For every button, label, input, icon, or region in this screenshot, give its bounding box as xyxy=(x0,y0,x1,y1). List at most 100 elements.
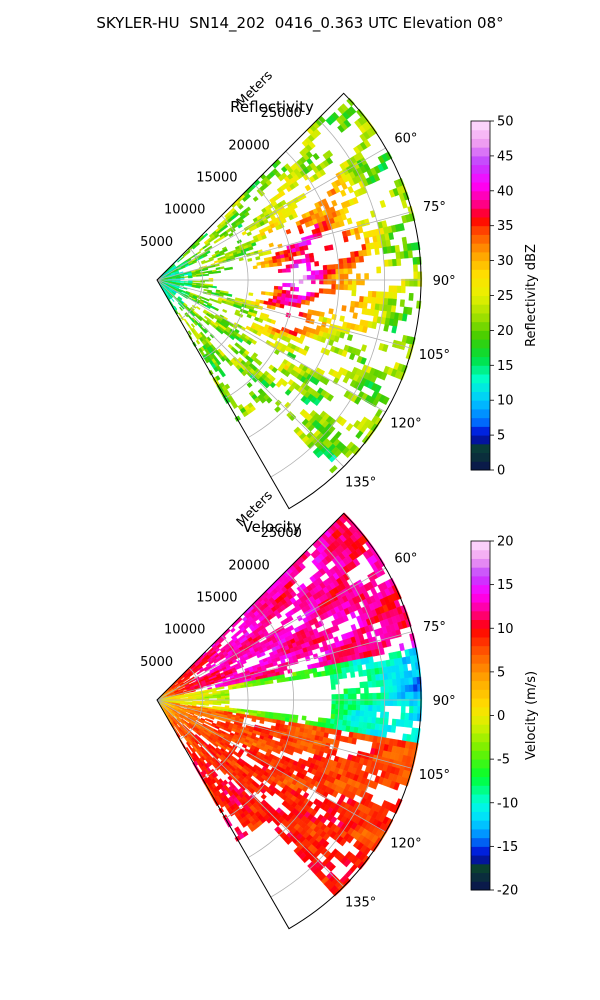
radar-cell xyxy=(305,262,311,268)
radar-cell xyxy=(373,309,380,317)
radar-cell xyxy=(375,291,381,299)
radar-cell xyxy=(203,720,209,725)
radar-cell xyxy=(363,681,369,688)
radar-cell xyxy=(178,271,184,274)
radar-cell xyxy=(355,430,364,440)
radar-cell xyxy=(342,206,350,215)
radar-cell xyxy=(186,258,192,263)
radar-cell xyxy=(351,709,357,717)
radar-cell xyxy=(364,273,369,280)
radar-cell xyxy=(376,705,382,712)
radar-cell xyxy=(275,381,283,388)
radar-cell xyxy=(179,696,185,699)
radar-cell xyxy=(343,693,349,700)
radar-cell xyxy=(341,672,348,679)
radar-cell xyxy=(224,701,230,705)
radar-cell xyxy=(309,296,315,302)
radar-cell xyxy=(284,256,290,262)
radar-cell xyxy=(229,335,236,341)
radar-cell xyxy=(273,349,280,356)
radar-cell xyxy=(248,292,254,297)
radar-cell xyxy=(347,284,353,291)
radar-cell xyxy=(216,695,222,699)
radar-cell xyxy=(306,239,312,246)
radar-cell xyxy=(367,680,373,688)
radar-cell xyxy=(355,704,361,711)
radar-cell xyxy=(330,708,336,715)
radar-cell xyxy=(195,286,201,289)
radar-cell xyxy=(342,714,348,721)
radar-cell xyxy=(396,258,402,266)
radar-cell xyxy=(322,264,328,271)
radar-cell xyxy=(294,286,300,292)
radar-cell xyxy=(208,277,214,280)
radar-cell xyxy=(339,284,345,291)
radar-cell xyxy=(220,695,226,699)
radar-cell xyxy=(339,315,345,322)
radar-cell xyxy=(218,329,224,335)
radar-cell xyxy=(286,282,292,288)
range-tick-label: 10000 xyxy=(164,203,205,218)
radar-cell xyxy=(351,704,357,711)
radar-cell xyxy=(204,698,210,700)
radar-cell xyxy=(303,397,311,406)
radar-cell xyxy=(343,119,352,128)
radar-cell xyxy=(261,234,267,240)
radar-cell xyxy=(256,261,262,266)
range-tick-label: 15000 xyxy=(196,170,237,185)
radar-cell xyxy=(399,299,405,308)
radar-cell xyxy=(308,252,315,259)
radar-cell xyxy=(282,282,287,288)
radar-cell xyxy=(252,682,258,687)
radar-cell xyxy=(179,284,185,287)
radar-cell xyxy=(192,280,197,283)
radar-cell xyxy=(392,685,398,693)
radar-cell xyxy=(388,692,394,700)
radar-cell xyxy=(376,266,382,274)
radar-cell xyxy=(409,691,414,700)
radar-cell xyxy=(252,265,258,270)
radar-cell xyxy=(407,250,413,259)
radar-cell xyxy=(310,274,316,280)
radar-cell xyxy=(347,704,353,711)
radar-cell xyxy=(383,718,389,726)
radar-cell xyxy=(400,712,406,721)
radar-cell xyxy=(388,285,394,293)
radar-cell xyxy=(291,202,298,210)
radar-cell xyxy=(264,680,270,685)
radar-cell xyxy=(273,285,279,290)
radar-cell xyxy=(323,269,328,276)
radar-cell xyxy=(213,260,219,264)
radar-cell xyxy=(407,720,414,728)
radar-cell xyxy=(379,199,387,209)
radar-cell xyxy=(292,180,300,188)
radar-cell xyxy=(228,232,234,238)
radar-cell xyxy=(297,338,304,345)
radar-cell xyxy=(241,230,247,236)
radar-cell xyxy=(209,315,215,320)
radar-cell xyxy=(326,264,332,271)
radar-cell xyxy=(346,334,354,342)
azimuth-tick-label: 75° xyxy=(423,200,446,215)
radar-cell xyxy=(190,323,196,328)
radar-cell xyxy=(228,266,233,270)
radar-cell xyxy=(358,255,365,263)
radar-cell xyxy=(409,705,414,714)
radar-cell xyxy=(367,710,373,718)
radar-cell xyxy=(276,678,282,683)
radar-cell xyxy=(293,259,299,265)
radar-cell xyxy=(408,712,414,721)
radar-cell xyxy=(400,705,406,714)
radar-cell xyxy=(195,339,201,345)
radar-cell xyxy=(343,235,349,243)
radar-cell xyxy=(259,719,265,725)
radar-cell xyxy=(212,299,218,303)
radar-cell xyxy=(346,97,355,107)
radar-cell xyxy=(305,295,311,302)
azimuth-tick-label: 105° xyxy=(419,348,450,363)
radar-cell xyxy=(394,244,401,253)
radar-cell xyxy=(373,173,381,182)
velocity-panel: Velocity50001000015000200002500060°75°90… xyxy=(140,488,456,930)
radar-cell xyxy=(331,274,337,280)
radar-cell xyxy=(396,692,402,700)
